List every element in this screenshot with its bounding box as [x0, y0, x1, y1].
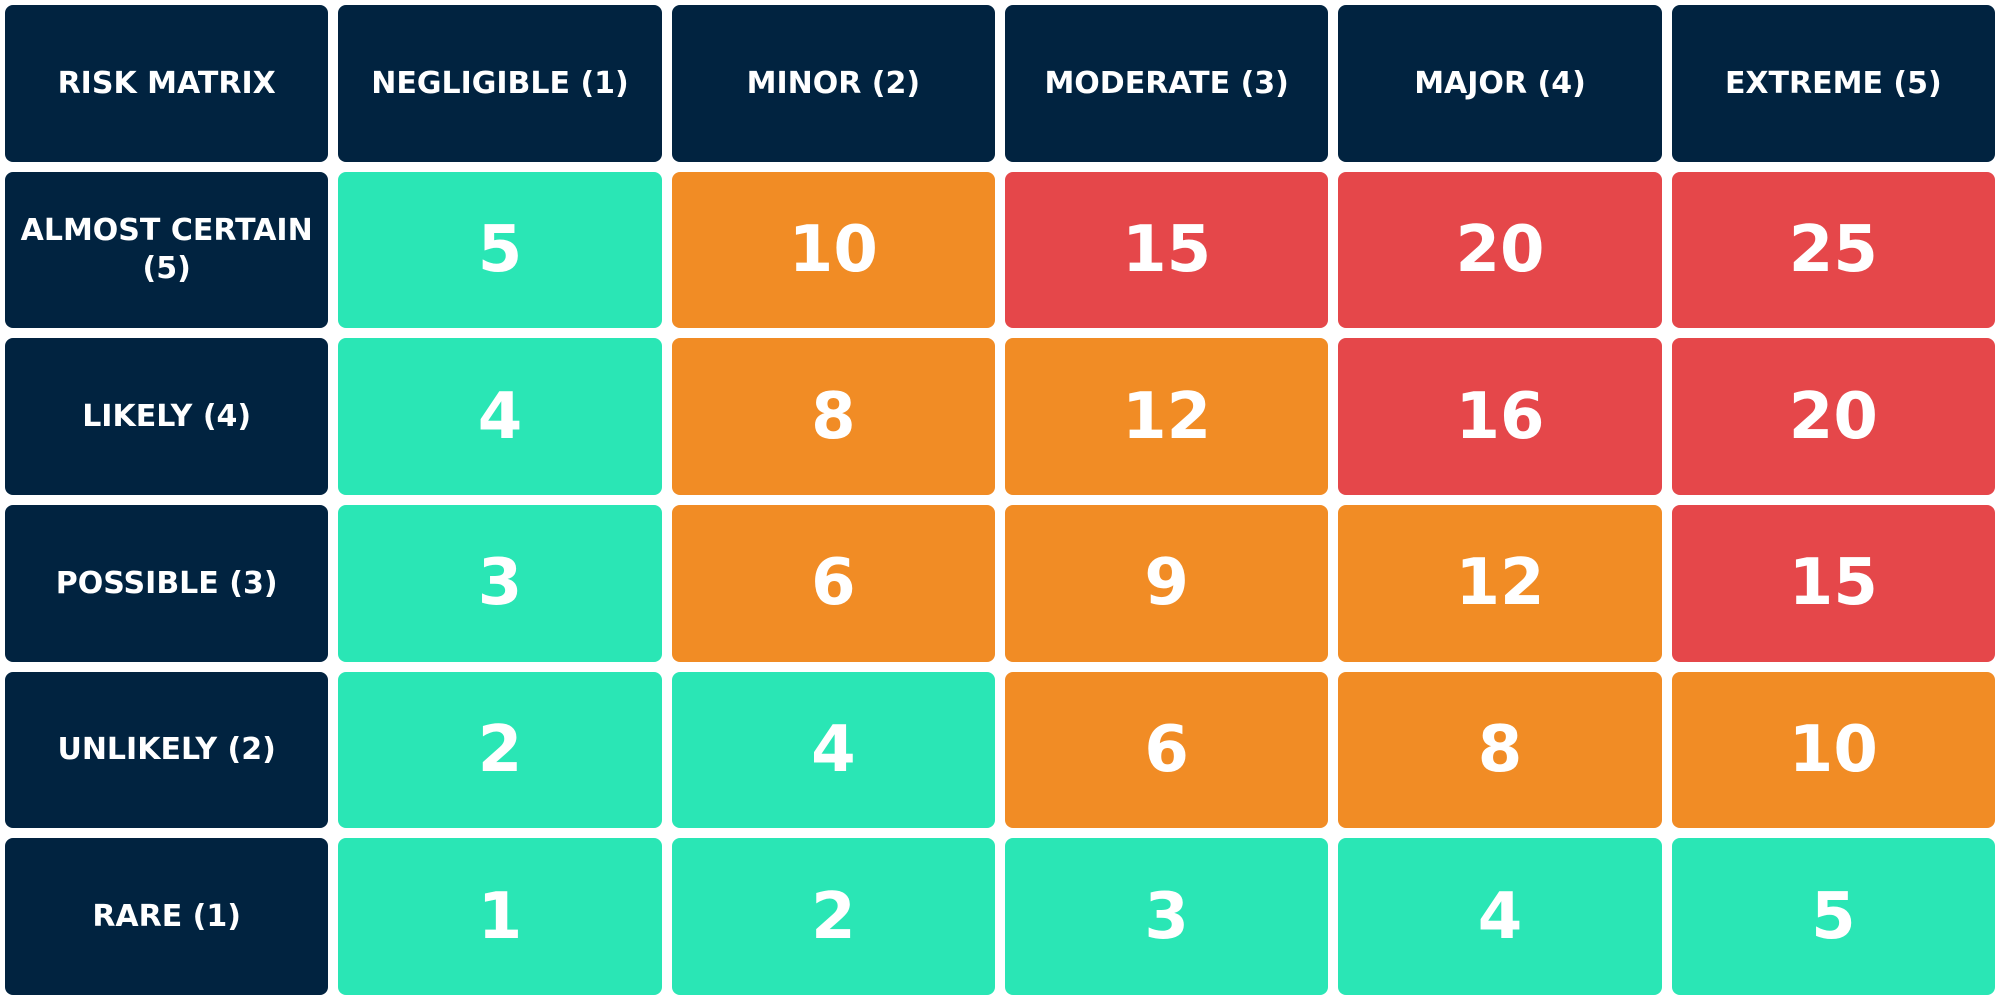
column-header: MINOR (2) — [671, 5, 995, 162]
risk-score: 4 — [338, 338, 662, 495]
row-header: LIKELY (4) — [5, 338, 329, 495]
risk-score: 25 — [1671, 171, 1995, 329]
risk-score: 3 — [338, 505, 662, 662]
risk-score: 4 — [671, 671, 995, 829]
row-header: ALMOST CERTAIN (5) — [5, 171, 329, 329]
row-header: RARE (1) — [5, 838, 329, 995]
column-header: NEGLIGIBLE (1) — [338, 5, 662, 162]
risk-score: 10 — [671, 171, 995, 329]
risk-score: 3 — [1005, 838, 1329, 995]
risk-score: 10 — [1671, 671, 1995, 829]
risk-score: 20 — [1338, 171, 1662, 329]
risk-score: 2 — [671, 838, 995, 995]
column-header: MAJOR (4) — [1338, 5, 1662, 162]
risk-score: 6 — [671, 505, 995, 662]
risk-score: 2 — [338, 671, 662, 829]
risk-score: 8 — [1338, 671, 1662, 829]
risk-score: 16 — [1338, 338, 1662, 495]
title: RISK MATRIX — [5, 5, 329, 162]
row-header: POSSIBLE (3) — [5, 505, 329, 662]
risk-score: 5 — [338, 171, 662, 329]
column-header: MODERATE (3) — [1005, 5, 1329, 162]
column-header: EXTREME (5) — [1671, 5, 1995, 162]
risk-score: 12 — [1338, 505, 1662, 662]
risk-score: 15 — [1005, 171, 1329, 329]
risk-score: 12 — [1005, 338, 1329, 495]
risk-score: 6 — [1005, 671, 1329, 829]
risk-score: 1 — [338, 838, 662, 995]
risk-score: 15 — [1671, 505, 1995, 662]
risk-score: 20 — [1671, 338, 1995, 495]
risk-score: 9 — [1005, 505, 1329, 662]
risk-score: 5 — [1671, 838, 1995, 995]
risk-score: 8 — [671, 338, 995, 495]
risk-score: 4 — [1338, 838, 1662, 995]
row-header: UNLIKELY (2) — [5, 671, 329, 829]
